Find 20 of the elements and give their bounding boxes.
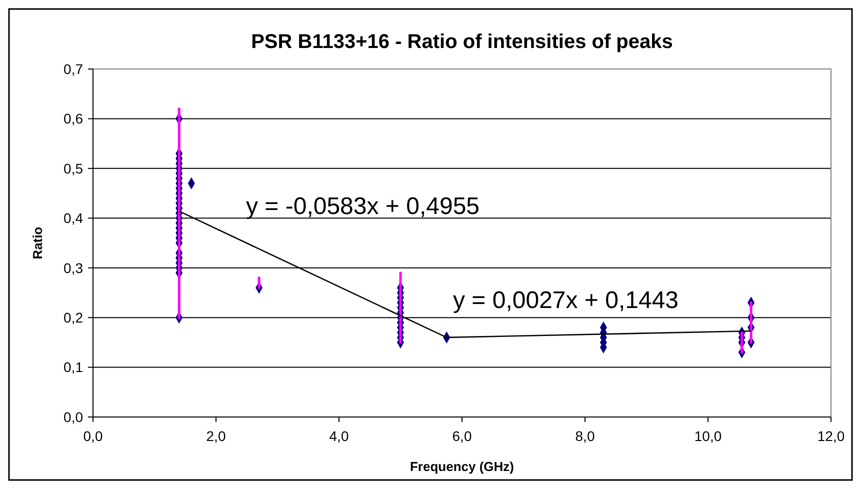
x-tick-label: 12,0 [817,428,845,444]
y-tick-label: 0,5 [64,160,84,176]
x-tick-label: 8,0 [575,428,595,444]
chart-title: PSR B1133+16 - Ratio of intensities of peaks [251,31,673,53]
x-axis-title: Frequency (GHz) [410,459,514,474]
y-tick-label: 0,2 [64,309,84,326]
x-tick-label: 0,0 [83,428,103,444]
y-tick-label: 0,7 [64,60,84,77]
x-tick-label: 6,0 [452,428,472,444]
y-tick-label: 0,1 [64,359,84,376]
y-axis-title: Ratio [30,226,45,260]
annotation: y = -0,0583x + 0,4955 [246,193,480,220]
annotation: y = 0,0027x + 0,1443 [453,287,679,314]
y-tick-label: 0,6 [64,110,84,127]
y-tick-label: 0,4 [64,210,84,226]
x-tick-label: 2,0 [206,428,226,444]
x-tick-label: 4,0 [329,428,349,444]
y-tick-label: 0,3 [64,260,84,276]
y-tick-label: 0,0 [64,408,84,425]
x-tick-label: 10,0 [694,428,722,444]
